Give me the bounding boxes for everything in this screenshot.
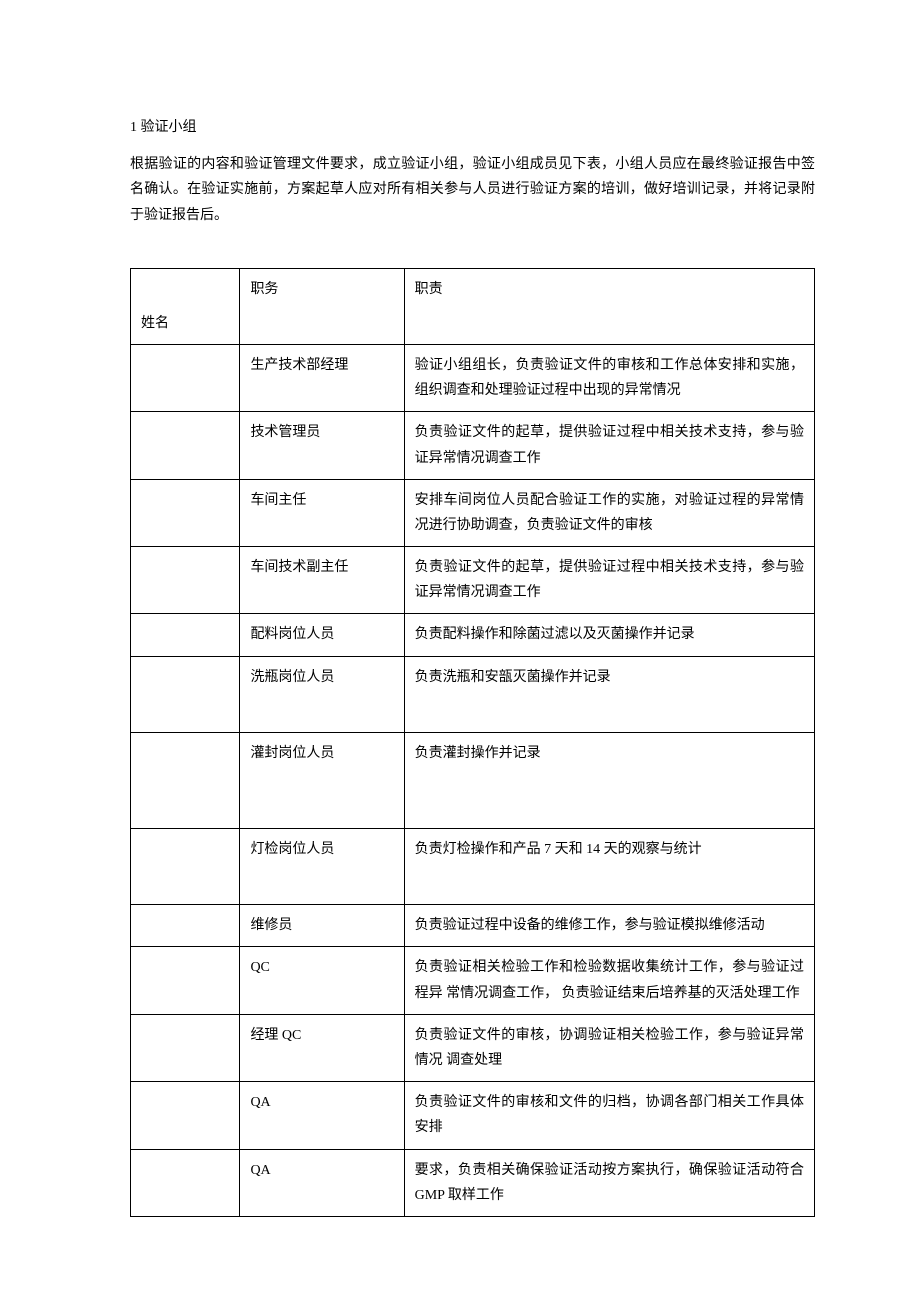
cell-duty: 负责验证文件的起草，提供验证过程中相关技术支持，参与验证异常情况调查工作 (404, 547, 814, 614)
document-page: 1 验证小组 根据验证的内容和验证管理文件要求，成立验证小组，验证小组成员见下表… (0, 0, 920, 1267)
cell-name (131, 829, 240, 905)
cell-name (131, 732, 240, 828)
table-row: 生产技术部经理 验证小组组长，负责验证文件的审核和工作总体安排和实施，组织调查和… (131, 344, 815, 411)
cell-role: QA (240, 1082, 404, 1149)
table-row: QA 要求，负责相关确保验证活动按方案执行，确保验证活动符合 GMP 取样工作 (131, 1149, 815, 1216)
table-row: 车间技术副主任 负责验证文件的起草，提供验证过程中相关技术支持，参与验证异常情况… (131, 547, 815, 614)
cell-duty: 要求，负责相关确保验证活动按方案执行，确保验证活动符合 GMP 取样工作 (404, 1149, 814, 1216)
cell-duty: 负责洗瓶和安瓿灭菌操作并记录 (404, 656, 814, 732)
cell-role: 配料岗位人员 (240, 614, 404, 656)
section-heading: 1 验证小组 (130, 115, 815, 140)
cell-duty: 负责验证文件的审核，协调验证相关检验工作，参与验证异常情况 调查处理 (404, 1014, 814, 1081)
cell-role: 生产技术部经理 (240, 344, 404, 411)
cell-name (131, 412, 240, 479)
table-header-row: 姓名 职务 职责 (131, 268, 815, 344)
table-row: 洗瓶岗位人员 负责洗瓶和安瓿灭菌操作并记录 (131, 656, 815, 732)
table-row: 经理 QC 负责验证文件的审核，协调验证相关检验工作，参与验证异常情况 调查处理 (131, 1014, 815, 1081)
cell-name (131, 479, 240, 546)
cell-duty: 负责灌封操作并记录 (404, 732, 814, 828)
cell-role: 维修员 (240, 905, 404, 947)
cell-role: QC (240, 947, 404, 1014)
table-row: 配料岗位人员 负责配料操作和除菌过滤以及灭菌操作并记录 (131, 614, 815, 656)
cell-role: 车间主任 (240, 479, 404, 546)
header-name: 姓名 (131, 268, 240, 344)
cell-name (131, 1149, 240, 1216)
cell-role: QA (240, 1149, 404, 1216)
cell-name (131, 656, 240, 732)
header-duty: 职责 (404, 268, 814, 344)
cell-duty: 安排车间岗位人员配合验证工作的实施，对验证过程的异常情况进行协助调查，负责验证文… (404, 479, 814, 546)
cell-duty: 负责验证过程中设备的维修工作，参与验证模拟维修活动 (404, 905, 814, 947)
table-row: 维修员 负责验证过程中设备的维修工作，参与验证模拟维修活动 (131, 905, 815, 947)
cell-duty: 验证小组组长，负责验证文件的审核和工作总体安排和实施，组织调查和处理验证过程中出… (404, 344, 814, 411)
table-row: 技术管理员 负责验证文件的起草，提供验证过程中相关技术支持，参与验证异常情况调查… (131, 412, 815, 479)
table-row: 灌封岗位人员 负责灌封操作并记录 (131, 732, 815, 828)
table-row: 车间主任 安排车间岗位人员配合验证工作的实施，对验证过程的异常情况进行协助调查，… (131, 479, 815, 546)
cell-name (131, 905, 240, 947)
table-row: 灯检岗位人员 负责灯检操作和产品 7 天和 14 天的观察与统计 (131, 829, 815, 905)
cell-role: 技术管理员 (240, 412, 404, 479)
cell-role: 经理 QC (240, 1014, 404, 1081)
cell-name (131, 947, 240, 1014)
cell-name (131, 614, 240, 656)
cell-role: 车间技术副主任 (240, 547, 404, 614)
cell-name (131, 344, 240, 411)
cell-duty: 负责验证相关检验工作和检验数据收集统计工作，参与验证过程异 常情况调查工作， 负… (404, 947, 814, 1014)
table-row: QC 负责验证相关检验工作和检验数据收集统计工作，参与验证过程异 常情况调查工作… (131, 947, 815, 1014)
cell-name (131, 1082, 240, 1149)
verification-team-table: 姓名 职务 职责 生产技术部经理 验证小组组长，负责验证文件的审核和工作总体安排… (130, 268, 815, 1217)
cell-duty: 负责验证文件的审核和文件的归档，协调各部门相关工作具体安排 (404, 1082, 814, 1149)
cell-duty: 负责验证文件的起草，提供验证过程中相关技术支持，参与验证异常情况调查工作 (404, 412, 814, 479)
cell-name (131, 1014, 240, 1081)
cell-role: 灌封岗位人员 (240, 732, 404, 828)
cell-role: 洗瓶岗位人员 (240, 656, 404, 732)
cell-name (131, 547, 240, 614)
cell-duty: 负责配料操作和除菌过滤以及灭菌操作并记录 (404, 614, 814, 656)
header-role: 职务 (240, 268, 404, 344)
cell-role: 灯检岗位人员 (240, 829, 404, 905)
table-row: QA 负责验证文件的审核和文件的归档，协调各部门相关工作具体安排 (131, 1082, 815, 1149)
cell-duty: 负责灯检操作和产品 7 天和 14 天的观察与统计 (404, 829, 814, 905)
intro-paragraph: 根据验证的内容和验证管理文件要求，成立验证小组，验证小组成员见下表，小组人员应在… (130, 152, 815, 228)
